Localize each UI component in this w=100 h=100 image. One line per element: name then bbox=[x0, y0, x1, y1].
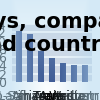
Bar bbox=[82, 65, 88, 82]
Bar bbox=[38, 51, 44, 82]
Bar bbox=[60, 63, 66, 82]
Bar bbox=[71, 65, 77, 82]
Bar bbox=[27, 34, 33, 82]
Bar bbox=[16, 31, 22, 82]
Text: Delays in days, compared by world
regional and country groupings: Delays in days, compared by world region… bbox=[0, 12, 100, 55]
Bar bbox=[49, 58, 55, 82]
